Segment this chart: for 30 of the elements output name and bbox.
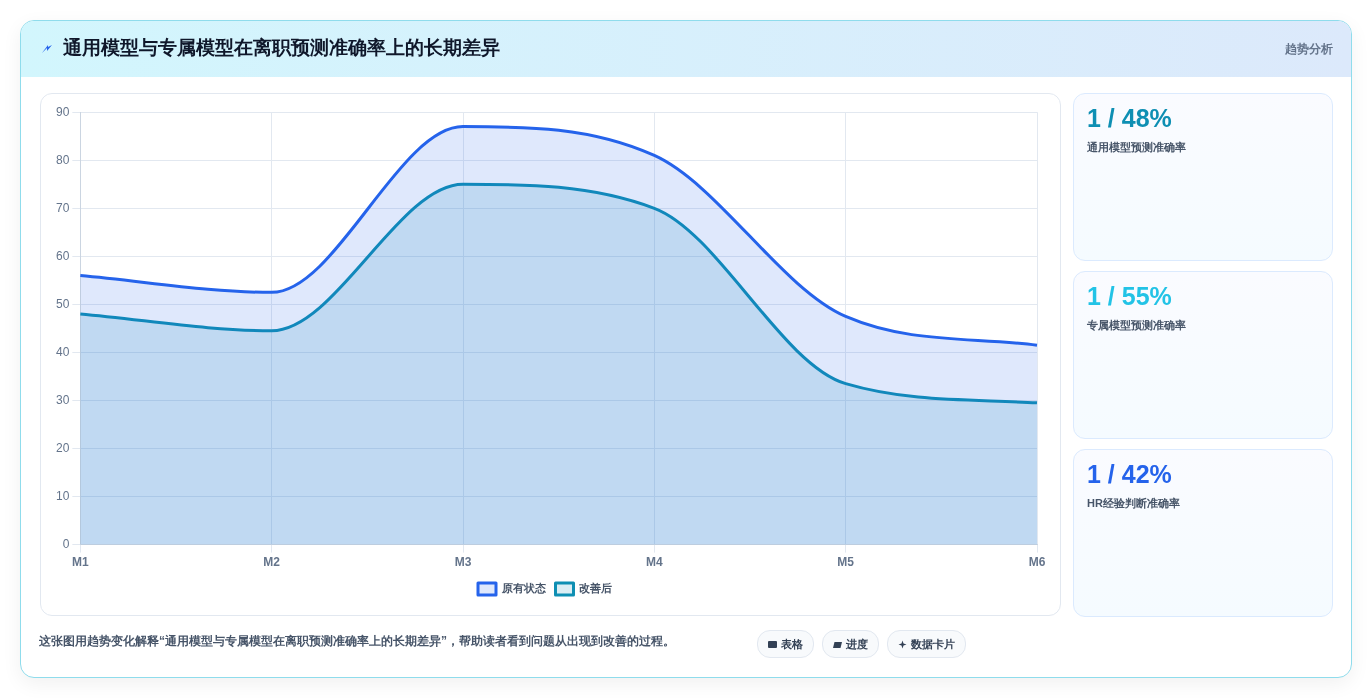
text: HR经验判断准确率: [1087, 496, 1180, 511]
y-tick-label: 50: [55, 296, 70, 311]
x-tick-label: M4: [646, 555, 663, 570]
text: 这张图用趋势变化解释“通用模型与专属模型在离职预测准确率上的长期差异”，帮助读者看到问题从出现到改善的过程。: [39, 633, 675, 650]
x-tick-label: M5: [837, 555, 855, 570]
y-tick-label: 70: [55, 200, 70, 215]
text: 1 / 55%: [1087, 282, 1172, 311]
x-tick-label: M6: [1028, 555, 1046, 570]
y-tick-label: 40: [55, 344, 70, 359]
text: 趋势分析: [1285, 41, 1333, 58]
chart-title: 通用模型与专属模型在离职预测准确率上的长期差异: [63, 36, 500, 60]
legend-label: 原有状态: [500, 582, 547, 595]
legend-label: 改善后: [579, 582, 612, 595]
y-tick-label: 80: [55, 152, 70, 167]
text: 表格: [781, 636, 803, 652]
x-tick-label: M2: [263, 555, 281, 570]
x-tick-label: M1: [72, 555, 90, 570]
y-tick-label: 0: [62, 536, 70, 551]
text: 进度: [846, 636, 868, 652]
text: 通用模型预测准确率: [1087, 140, 1186, 155]
text: 1 / 42%: [1087, 460, 1172, 489]
y-tick-label: 20: [55, 440, 70, 455]
y-tick-label: 30: [55, 392, 70, 407]
text: 1 / 48%: [1087, 104, 1172, 133]
y-tick-label: 60: [55, 248, 70, 263]
x-tick-label: M3: [454, 555, 472, 570]
y-tick-label: 10: [55, 488, 70, 503]
text: 数据卡片: [911, 636, 955, 652]
y-tick-label: 90: [55, 104, 70, 119]
text: 专属模型预测准确率: [1087, 318, 1186, 333]
